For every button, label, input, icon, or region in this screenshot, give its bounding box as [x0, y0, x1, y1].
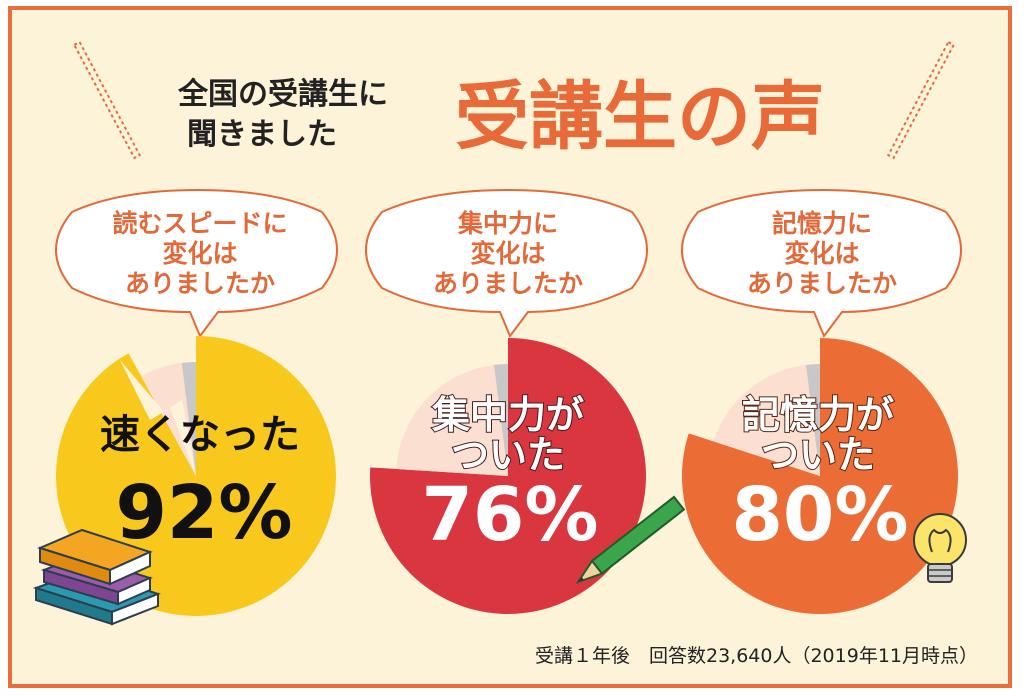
- pie-3-value: 80%: [731, 472, 908, 558]
- pie-3-label-line1: 記憶力が: [742, 393, 894, 437]
- question-3-line2: 変化は: [784, 239, 859, 268]
- footer-note: 受講１年後 回答数23,640人（2019年11月時点）: [535, 645, 978, 667]
- pie-speed-slice-3: [181, 362, 196, 476]
- pie-2-label-line1: 集中力が: [431, 393, 584, 437]
- question-1-line1: 読むスピードに: [112, 209, 287, 238]
- question-2-line1: 集中力に: [457, 209, 558, 238]
- pie-focus-slice-3: [493, 364, 508, 476]
- right-dotted-slash: [886, 40, 956, 160]
- pie-speed-notch: [120, 360, 196, 476]
- light-bulb-icon: [913, 513, 967, 583]
- pie-memory-slice-3: [805, 364, 820, 476]
- books-icon: [32, 528, 161, 626]
- pencil-icon: [575, 495, 686, 584]
- pie-chart-memory: [682, 338, 959, 615]
- question-3-line1: 記憶力に: [772, 209, 872, 238]
- left-dotted-slash: [72, 40, 142, 160]
- question-2-line3: ありましたか: [433, 269, 583, 298]
- pie-memory-slice-1: [682, 338, 959, 615]
- pie-2-value: 76%: [421, 472, 598, 558]
- question-bubble-2: 集中力に 変化は ありましたか: [365, 188, 648, 338]
- question-bubble-3: 記憶力に 変化は ありましたか: [681, 188, 962, 338]
- question-2-line2: 変化は: [470, 239, 545, 268]
- question-1-line3: ありましたか: [125, 269, 275, 298]
- pie-2-label-line2: ついた: [451, 433, 565, 477]
- pie-focus-slice-2: [396, 364, 508, 476]
- pie-memory-slice-2: [713, 364, 820, 476]
- pie-1-value: 92%: [115, 470, 292, 556]
- pie-1-label: 速くなった: [100, 412, 300, 458]
- question-1-line2: 変化は: [162, 239, 237, 268]
- page-title: 受講生の声: [455, 74, 825, 160]
- subtitle-line2: 聞きました: [187, 117, 337, 152]
- question-bubble-1: 読むスピードに 変化は ありましたか: [55, 188, 338, 338]
- question-3-line3: ありましたか: [747, 269, 897, 298]
- subtitle-line1: 全国の受講生に: [177, 77, 388, 112]
- pie-speed-slice-2: [141, 362, 196, 476]
- pie-3-label-line2: ついた: [761, 433, 875, 477]
- pie-chart-focus: [370, 338, 646, 614]
